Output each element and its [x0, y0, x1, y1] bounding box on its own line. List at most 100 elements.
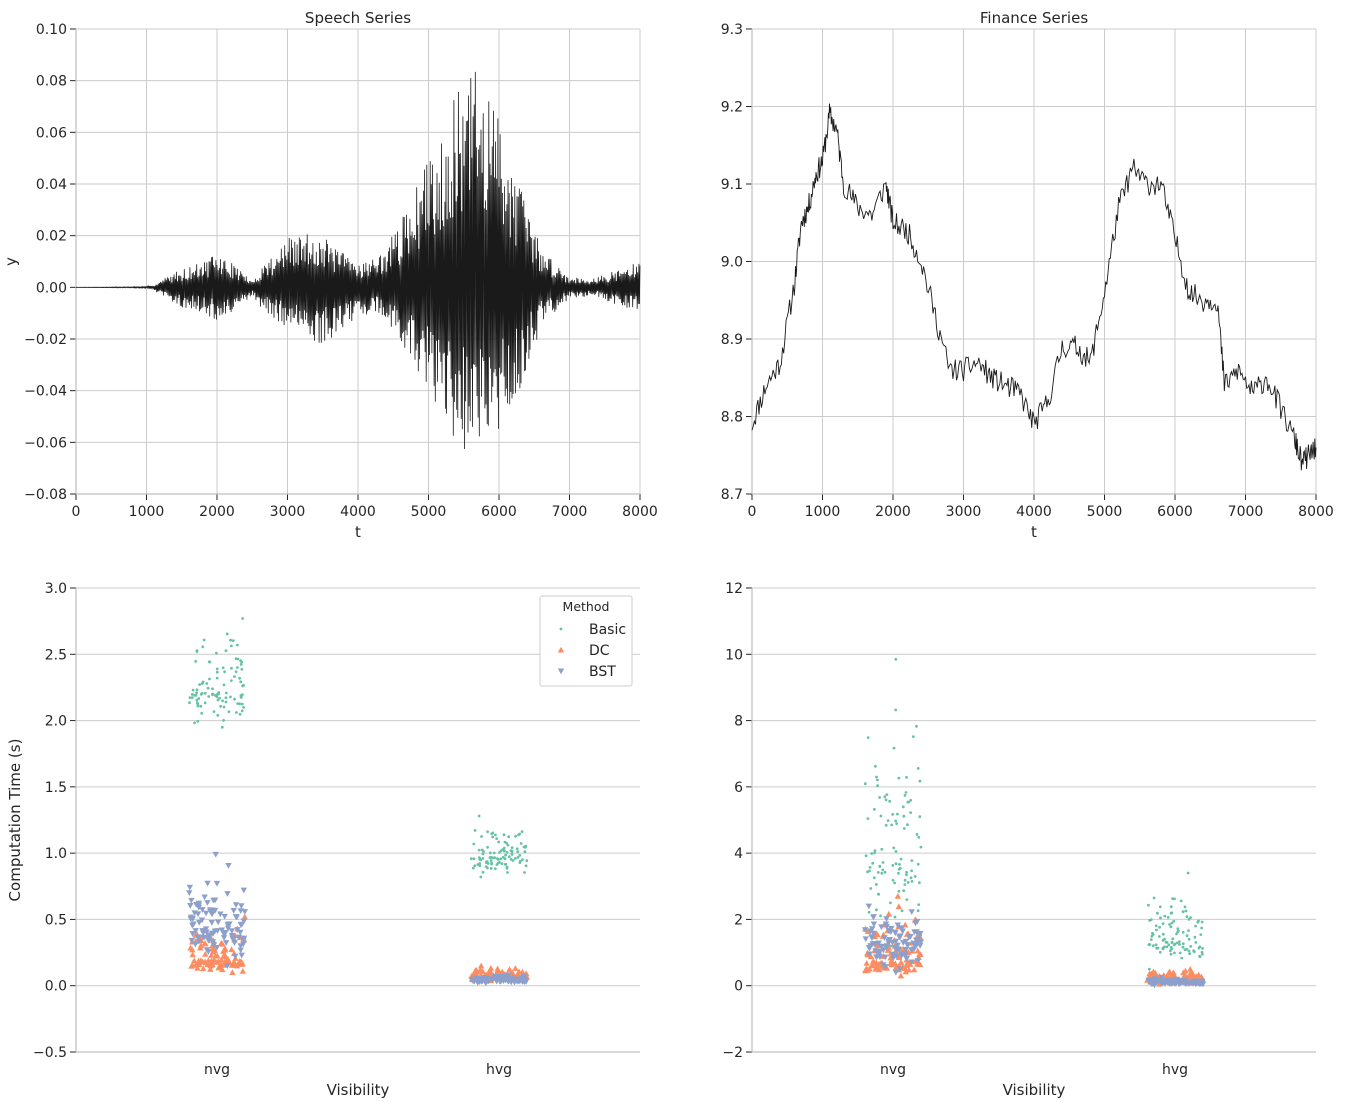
- bst-point: [888, 925, 895, 932]
- dc-point: [1182, 967, 1189, 974]
- dc-point: [208, 952, 215, 958]
- basic-point: [502, 846, 506, 850]
- basic-point: [909, 876, 913, 880]
- bst-point: [881, 935, 888, 941]
- basic-point: [1171, 937, 1175, 941]
- basic-point: [917, 903, 921, 906]
- bst-point: [518, 976, 526, 983]
- basic-point: [866, 736, 870, 739]
- basic-point: [188, 701, 191, 705]
- basic-point: [494, 833, 497, 837]
- bst-point: [891, 944, 898, 951]
- dc-point: [876, 966, 883, 973]
- basic-point: [188, 696, 192, 699]
- bst-point: [892, 938, 900, 945]
- basic-point: [240, 667, 244, 671]
- basic-point: [1197, 919, 1200, 923]
- bst-point: [866, 951, 873, 958]
- basic-point: [1185, 915, 1189, 919]
- dc-point: [1187, 968, 1195, 975]
- basic-point: [906, 881, 910, 884]
- bst-point: [896, 966, 904, 973]
- basic-point: [894, 708, 898, 712]
- basic-point: [876, 778, 879, 782]
- dc-point: [916, 961, 924, 968]
- x-tick-label: 5000: [1087, 504, 1123, 520]
- basic-point: [473, 829, 477, 832]
- bst-point: [210, 930, 217, 937]
- basic-point: [869, 887, 873, 890]
- basic-point: [194, 660, 198, 663]
- basic-point: [897, 867, 901, 871]
- basic-point: [880, 871, 884, 875]
- basic-point: [918, 815, 922, 819]
- computation-time-panel-left: −0.5 0.0 0.5 1.0 1.5 2.0 2.5 3.0 nvg hvg Visibilit…: [6, 581, 640, 1099]
- basic-point: [524, 844, 528, 848]
- dc-point: [867, 953, 875, 960]
- computation-time-panel-right: −2 0 2 4 6 8 10 12 nvg hvg Visibility: [722, 581, 1316, 1099]
- basic-point: [1181, 945, 1185, 949]
- basic-point: [878, 865, 882, 868]
- x-tick-label: 4000: [1016, 504, 1052, 520]
- basic-point: [891, 813, 895, 816]
- dc-point: [914, 947, 921, 954]
- basic-point: [1158, 925, 1161, 929]
- bst-point: [865, 903, 873, 910]
- x-tick-label: 2000: [875, 504, 911, 520]
- chart-title: Finance Series: [980, 9, 1088, 27]
- x-tick-label: 4000: [340, 504, 376, 520]
- basic-point: [898, 863, 901, 866]
- basic-point: [478, 862, 482, 865]
- bst-point: [494, 974, 502, 981]
- bst-point: [914, 958, 922, 964]
- y-tick-label: 8.9: [721, 332, 743, 348]
- basic-point: [917, 835, 921, 839]
- basic-point: [240, 702, 244, 706]
- y-tick-label: 0.0: [45, 979, 67, 995]
- basic-point: [195, 698, 199, 702]
- basic-point: [509, 849, 513, 852]
- basic-point: [866, 870, 869, 874]
- basic-point: [225, 632, 229, 636]
- basic-point: [1201, 947, 1204, 950]
- basic-point: [229, 638, 233, 642]
- x-axis-label: Visibility: [1003, 1081, 1066, 1099]
- x-tick-label: nvg: [204, 1062, 230, 1078]
- basic-point: [899, 857, 903, 861]
- basic-point: [241, 693, 244, 696]
- bst-point: [1156, 977, 1164, 984]
- dc-point: [897, 959, 905, 965]
- bst-point: [201, 894, 208, 901]
- basic-point: [1194, 924, 1197, 928]
- bst-point: [914, 918, 921, 925]
- basic-point: [874, 764, 877, 768]
- bst-point: [901, 950, 908, 957]
- basic-point: [196, 702, 200, 706]
- bst-point: [908, 959, 915, 966]
- dc-point: [241, 913, 249, 920]
- basic-point: [496, 861, 500, 865]
- basic-point: [511, 859, 515, 862]
- bst-point: [240, 941, 247, 948]
- basic-point: [1176, 930, 1180, 934]
- basic-point: [1170, 940, 1174, 944]
- x-tick-label: 1000: [805, 504, 841, 520]
- basic-point: [239, 663, 243, 666]
- bst-point: [892, 969, 900, 976]
- basic-point: [240, 709, 244, 713]
- basic-point: [191, 688, 195, 692]
- basic-point: [481, 852, 485, 856]
- bst-point: [237, 929, 244, 936]
- basic-point: [516, 850, 520, 854]
- basic-point: [488, 851, 492, 855]
- basic-point: [486, 830, 489, 834]
- basic-point: [867, 910, 871, 914]
- bst-point: [204, 880, 211, 887]
- basic-point: [885, 793, 889, 796]
- basic-point: [242, 706, 246, 709]
- basic-point: [1173, 951, 1176, 955]
- dc-point: [208, 961, 216, 968]
- basic-point: [875, 908, 878, 912]
- basic-point: [1173, 942, 1177, 946]
